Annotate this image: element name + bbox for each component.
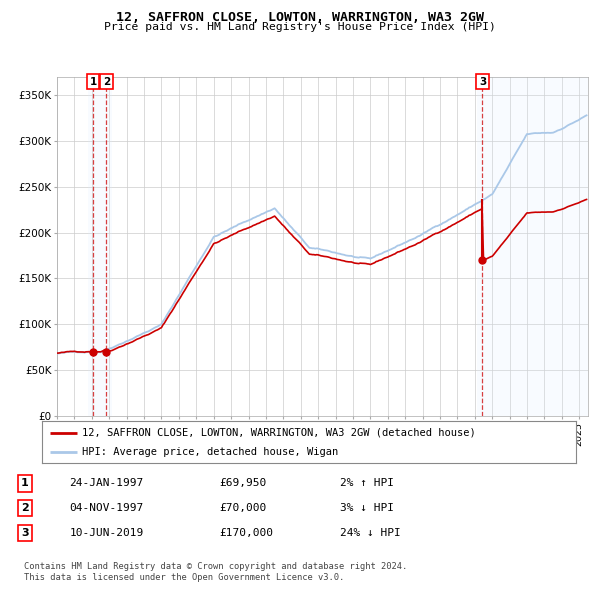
Text: HPI: Average price, detached house, Wigan: HPI: Average price, detached house, Wiga… <box>82 447 338 457</box>
Text: This data is licensed under the Open Government Licence v3.0.: This data is licensed under the Open Gov… <box>24 573 344 582</box>
Text: Price paid vs. HM Land Registry's House Price Index (HPI): Price paid vs. HM Land Registry's House … <box>104 22 496 32</box>
Text: 12, SAFFRON CLOSE, LOWTON, WARRINGTON, WA3 2GW (detached house): 12, SAFFRON CLOSE, LOWTON, WARRINGTON, W… <box>82 428 476 438</box>
Text: Contains HM Land Registry data © Crown copyright and database right 2024.: Contains HM Land Registry data © Crown c… <box>24 562 407 571</box>
Text: 1: 1 <box>89 77 97 87</box>
Bar <box>477 77 588 416</box>
Text: 2: 2 <box>21 503 29 513</box>
Text: 3% ↓ HPI: 3% ↓ HPI <box>340 503 394 513</box>
Text: 3: 3 <box>21 528 28 538</box>
Text: 3: 3 <box>479 77 486 87</box>
Text: £170,000: £170,000 <box>220 528 274 538</box>
Text: £70,000: £70,000 <box>220 503 266 513</box>
Text: £69,950: £69,950 <box>220 478 266 489</box>
Text: 24-JAN-1997: 24-JAN-1997 <box>70 478 144 489</box>
Text: 10-JUN-2019: 10-JUN-2019 <box>70 528 144 538</box>
Bar <box>88 77 112 416</box>
Text: 24% ↓ HPI: 24% ↓ HPI <box>340 528 401 538</box>
Text: 2% ↑ HPI: 2% ↑ HPI <box>340 478 394 489</box>
Text: 2: 2 <box>103 77 110 87</box>
Text: 04-NOV-1997: 04-NOV-1997 <box>70 503 144 513</box>
Text: 12, SAFFRON CLOSE, LOWTON, WARRINGTON, WA3 2GW: 12, SAFFRON CLOSE, LOWTON, WARRINGTON, W… <box>116 11 484 24</box>
Text: 1: 1 <box>21 478 29 489</box>
